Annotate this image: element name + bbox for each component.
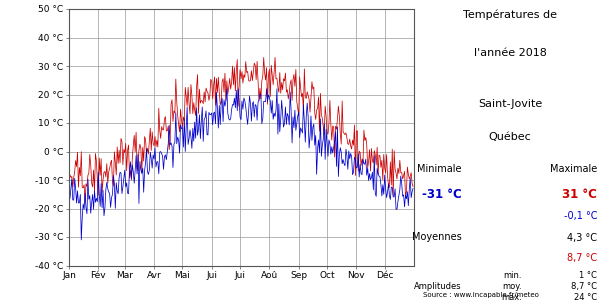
Text: Moyennes: Moyennes (412, 232, 462, 242)
Text: -31 °C: -31 °C (422, 188, 462, 200)
Text: 8,7 °C: 8,7 °C (567, 254, 597, 263)
Text: moy.: moy. (502, 282, 522, 291)
Text: Source : www.incapable.fr/meteo: Source : www.incapable.fr/meteo (423, 292, 539, 298)
Text: 24 °C: 24 °C (574, 292, 597, 300)
Text: Saint-Jovite: Saint-Jovite (478, 99, 542, 109)
Text: Québec: Québec (488, 132, 532, 142)
Text: Maximale: Maximale (550, 164, 597, 173)
Text: 4,3 °C: 4,3 °C (567, 232, 597, 242)
Text: min.: min. (503, 272, 522, 280)
Text: Minimale: Minimale (418, 164, 462, 173)
Text: Températures de: Températures de (463, 9, 557, 20)
Text: 1 °C: 1 °C (579, 272, 597, 280)
Text: -0,1 °C: -0,1 °C (563, 212, 597, 221)
Text: 8,7 °C: 8,7 °C (571, 282, 597, 291)
Text: Amplitudes: Amplitudes (415, 282, 462, 291)
Text: 31 °C: 31 °C (562, 188, 597, 200)
Text: max.: max. (501, 292, 522, 300)
Text: l'année 2018: l'année 2018 (473, 48, 547, 58)
